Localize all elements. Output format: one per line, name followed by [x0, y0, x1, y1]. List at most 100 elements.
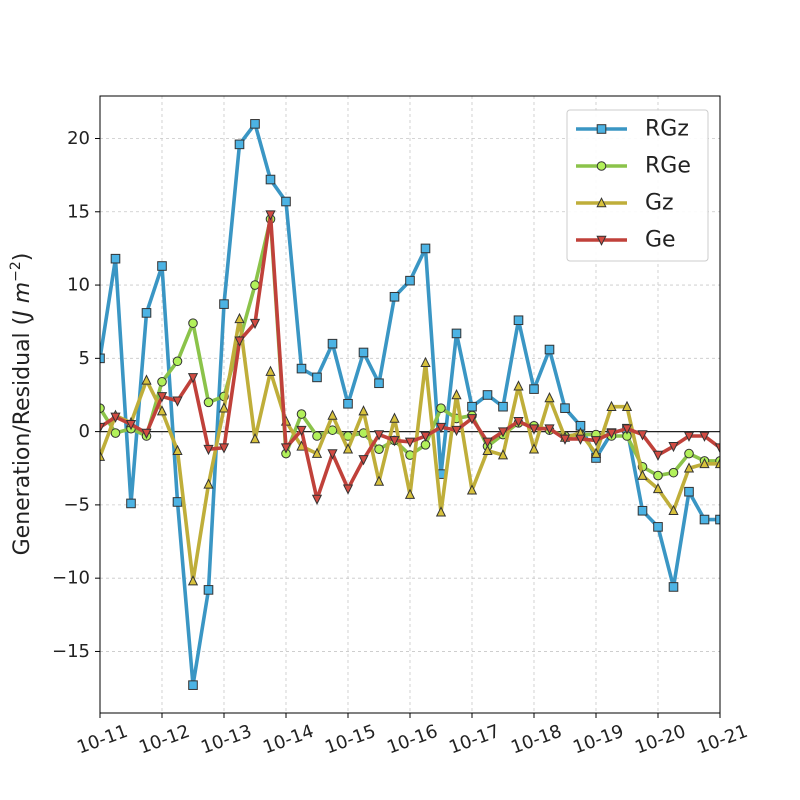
- data-point-rgz: [234, 139, 245, 150]
- data-point-rge: [312, 431, 322, 441]
- data-point-rgz: [668, 582, 679, 592]
- x-tick-label: 10-21: [694, 721, 750, 759]
- data-point-gz: [714, 457, 720, 469]
- data-point-rgz: [420, 243, 431, 254]
- data-point-gz: [358, 405, 369, 416]
- y-tick-label: −5: [63, 494, 90, 515]
- y-tick-label: 15: [67, 201, 90, 222]
- series-layer: [100, 119, 720, 690]
- data-point-ge: [156, 392, 168, 403]
- data-point-ge: [373, 430, 385, 441]
- data-point-rgz: [327, 338, 338, 349]
- data-point-rgz: [389, 291, 400, 302]
- data-point-rgz: [250, 119, 260, 129]
- data-point-rgz: [374, 378, 384, 389]
- data-point-rgz: [451, 328, 462, 339]
- data-point-rgz: [513, 315, 524, 326]
- data-point-ge: [497, 427, 509, 438]
- legend-marker: [596, 197, 607, 208]
- data-point-rgz: [653, 522, 663, 532]
- legend-item-rge: RGe: [576, 154, 691, 179]
- legend-marker: [596, 124, 607, 134]
- data-point-gz: [435, 506, 447, 517]
- data-point-ge: [203, 444, 214, 456]
- data-point-gz: [466, 484, 478, 495]
- data-point-gz: [683, 462, 695, 473]
- data-point-ge: [590, 436, 602, 447]
- y-tick-label: 5: [79, 348, 90, 369]
- legend-item-gz: Gz: [576, 191, 674, 216]
- x-tick-label: 10-13: [198, 721, 254, 759]
- legend-label: Gz: [645, 191, 674, 216]
- data-point-gz: [203, 478, 214, 489]
- y-tick-label: −15: [52, 641, 90, 662]
- legend-label: RGz: [645, 117, 689, 142]
- y-tick-label: 0: [79, 421, 90, 442]
- data-point-rgz: [684, 486, 694, 497]
- data-point-ge: [683, 431, 695, 442]
- data-point-rgz: [219, 299, 229, 309]
- y-tick-label: −10: [52, 568, 90, 589]
- data-point-ge: [296, 425, 307, 437]
- data-point-rge: [110, 428, 121, 438]
- series-gz: [100, 312, 720, 586]
- data-point-gz: [621, 400, 633, 411]
- y-axis: −15 −10 −5 0 5 10 15 20: [52, 128, 100, 662]
- data-point-rgz: [343, 398, 353, 409]
- legend-label: RGe: [645, 154, 691, 179]
- data-point-rgz: [560, 403, 570, 413]
- data-point-rge: [157, 376, 167, 387]
- data-point-ge: [420, 431, 431, 442]
- data-point-ge: [528, 424, 540, 435]
- data-point-ge: [265, 210, 276, 221]
- data-point-gz: [590, 447, 602, 458]
- data-point-gz: [218, 402, 230, 413]
- y-axis-label-close: ): [10, 253, 35, 262]
- data-point-gz: [100, 450, 106, 461]
- data-point-rge: [374, 444, 384, 454]
- legend-item-ge: Ge: [576, 228, 676, 253]
- data-point-rgz: [405, 275, 415, 286]
- data-point-ge: [327, 449, 338, 460]
- data-point-rgz: [715, 514, 720, 525]
- x-tick-label: 10-11: [74, 721, 130, 759]
- data-point-gz: [373, 475, 385, 486]
- y-tick-label: 20: [67, 128, 90, 149]
- data-point-ge: [652, 450, 664, 461]
- data-point-gz: [265, 365, 276, 376]
- data-point-gz: [404, 488, 416, 499]
- data-point-rge: [203, 397, 214, 408]
- data-point-rgz: [157, 261, 167, 271]
- data-point-rge: [172, 356, 183, 367]
- x-axis: 10-11 10-12 10-13 10-14 10-15 10-16 10-17 10-18…: [74, 713, 751, 759]
- legend-marker: [596, 161, 607, 171]
- data-point-rgz: [126, 498, 136, 509]
- data-point-gz: [637, 469, 648, 480]
- data-point-ge: [513, 417, 524, 428]
- data-point-gz: [389, 412, 400, 423]
- legend-box: [566, 109, 709, 262]
- data-point-gz: [327, 409, 338, 420]
- data-point-ge: [435, 422, 447, 434]
- data-point-rgz: [467, 401, 477, 412]
- data-point-gz: [482, 444, 493, 455]
- legend-item-rgz: RGz: [576, 117, 689, 142]
- data-point-rge: [684, 448, 694, 459]
- data-point-ge: [559, 434, 571, 445]
- data-point-ge: [110, 412, 121, 423]
- data-point-rgz: [265, 174, 276, 185]
- data-point-ge: [234, 336, 245, 347]
- data-point-ge: [714, 443, 720, 454]
- data-point-rgz: [296, 363, 307, 374]
- data-point-ge: [218, 443, 230, 454]
- data-point-rgz: [281, 196, 291, 207]
- data-point-ge: [544, 424, 555, 435]
- data-point-rge: [668, 467, 679, 478]
- y-axis-label: Generation/Residual (J m−2): [8, 253, 35, 556]
- data-point-ge: [668, 441, 679, 453]
- legend-marker: [596, 235, 607, 246]
- data-point-ge: [575, 434, 586, 445]
- data-point-ge: [699, 431, 710, 442]
- data-point-rgz: [312, 372, 322, 383]
- data-point-rge: [100, 403, 105, 413]
